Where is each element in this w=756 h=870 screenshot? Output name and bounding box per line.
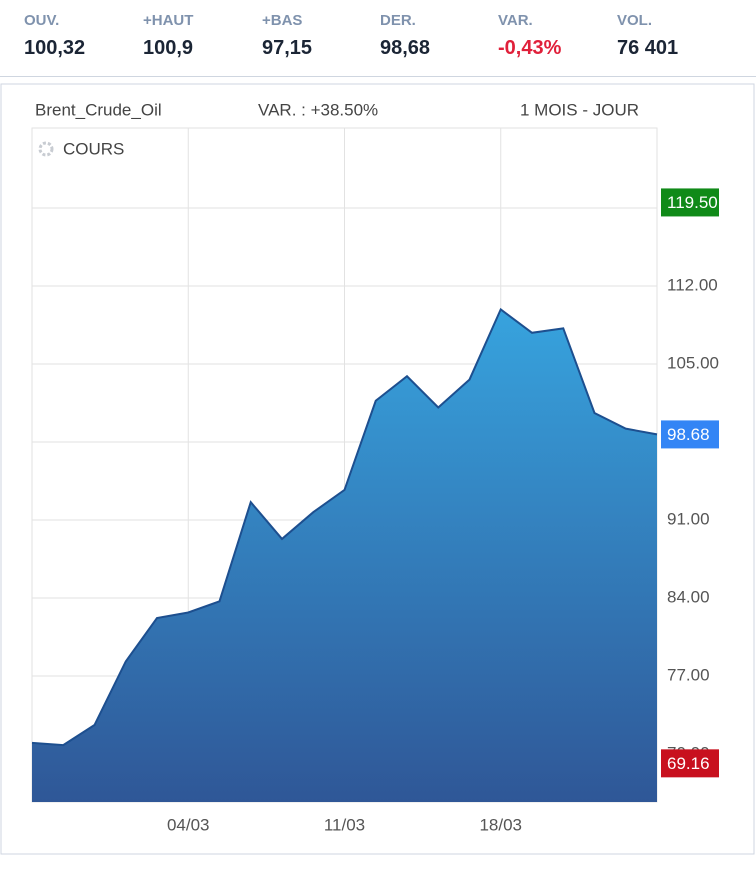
stat-value: 97,15 [262,37,313,59]
price-badge-label: 119.50 [667,193,718,212]
stat: +BAS 97,15 [262,12,312,60]
x-tick-label: 04/03 [167,815,210,834]
price-line [31,307,658,747]
chart-subtitle: VAR. : +38.50% [258,100,378,119]
stat: DER. 98,68 [380,12,430,60]
price-badge [661,188,719,217]
stat: +HAUT 100,9 [143,12,193,60]
legend-label: COURS [63,139,124,158]
y-tick-label: 105.00 [667,353,719,372]
price-badge-label: 98.68 [667,425,710,444]
stat-label: VAR. [498,12,533,29]
price-badge [661,749,719,778]
y-tick-label: 112.00 [667,275,718,294]
x-tick-label: 18/03 [479,815,522,834]
stat-label: OUV. [24,12,60,29]
stat-value: -0,43% [498,37,562,59]
price-badge [661,420,719,449]
panel-border [0,83,755,855]
chart-title: Brent_Crude_Oil [35,100,162,119]
stat-value: 76 401 [617,37,679,59]
y-tick-label: 91.00 [667,509,710,528]
y-tick-label: 77.00 [667,665,710,684]
stat: VOL. 76 401 [617,12,678,60]
price-badge-label: 69.16 [667,754,710,773]
area-fill [32,309,657,802]
x-tick-label: 11/03 [324,815,365,834]
stat-value: 98,68 [380,37,431,59]
stat-label: +BAS [262,12,303,29]
stat-label: DER. [380,12,416,29]
header: OUV. 100,32 +HAUT 100,9 +BAS 97,15 DER. 98,68 VA… [0,0,756,77]
stat: OUV. 100,32 [24,12,85,60]
stat-label: VOL. [617,12,653,29]
stat-value: 100,9 [143,37,194,59]
stat: VAR. -0,43% [498,12,561,60]
gear-icon [38,141,54,157]
legend: COURS [38,139,124,158]
chart-period: 1 MOIS - JOUR [520,100,639,119]
stat-value: 100,32 [24,37,86,59]
stat-label: +HAUT [143,12,194,29]
y-tick-label: 84.00 [667,587,710,606]
